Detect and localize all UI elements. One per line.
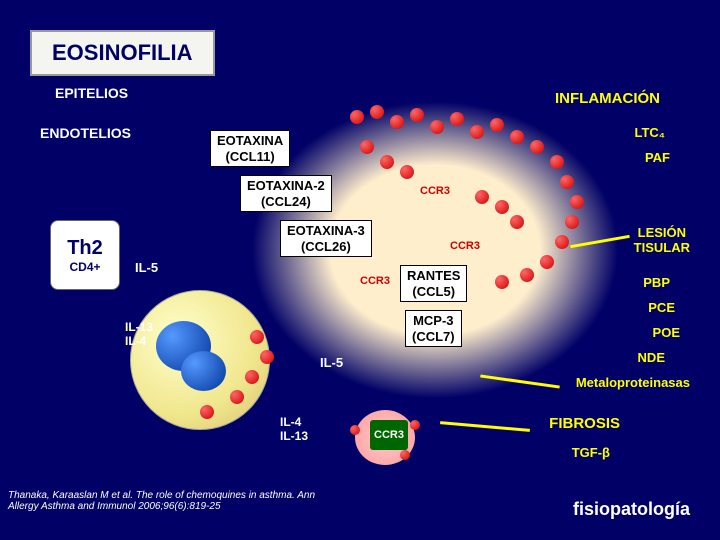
granule-icon xyxy=(250,330,264,344)
citation-text: Thanaka, Karaaslan M et al. The role of … xyxy=(8,490,328,512)
il5-label-2: IL-5 xyxy=(320,355,343,370)
ccr3-label-1: CCR3 xyxy=(360,275,390,287)
granule-icon xyxy=(260,350,274,364)
granule-icon xyxy=(230,390,244,404)
granule-icon xyxy=(400,450,410,460)
fibrosis-label: FIBROSIS xyxy=(549,415,620,432)
granule-icon xyxy=(410,420,420,430)
poe-label: POE xyxy=(653,325,680,340)
granule-icon xyxy=(350,425,360,435)
epitelios-label: EPITELIOS xyxy=(55,85,128,101)
granule-icon xyxy=(200,405,214,419)
cd4-label: CD4+ xyxy=(69,260,100,274)
il13-il4-label: IL-13 IL-4 xyxy=(125,320,153,348)
metalo-label: Metaloproteinasas xyxy=(576,375,690,390)
pbp-label: PBP xyxy=(643,275,670,290)
il5-label-1: IL-5 xyxy=(135,260,158,275)
eotaxina3-box: EOTAXINA-3 (CCL26) xyxy=(280,220,372,257)
tgfb-label: TGF-β xyxy=(572,445,610,460)
lesion-label: LESIÓN TISULAR xyxy=(634,225,690,255)
il4-il13-label: IL-4 IL-13 xyxy=(280,415,308,443)
arrow-icon xyxy=(440,421,530,432)
nucleus-2 xyxy=(181,351,226,391)
ltc4-label: LTC₄ xyxy=(634,125,665,140)
ccr3-label-2: CCR3 xyxy=(420,185,450,197)
endotelios-label: ENDOTELIOS xyxy=(40,125,131,141)
eotaxina-box: EOTAXINA (CCL11) xyxy=(210,130,290,167)
paf-label: PAF xyxy=(645,150,670,165)
ccr3-label-3: CCR3 xyxy=(450,240,480,252)
th2-label: Th2 xyxy=(67,237,103,260)
title-box: EOSINOFILIA xyxy=(30,30,215,76)
footer-label: fisiopatología xyxy=(573,499,690,520)
rantes-box: RANTES (CCL5) xyxy=(400,265,467,302)
nde-label: NDE xyxy=(638,350,665,365)
eotaxina2-box: EOTAXINA-2 (CCL24) xyxy=(240,175,332,212)
th2-cell: Th2 CD4+ xyxy=(50,220,120,290)
pce-label: PCE xyxy=(648,300,675,315)
granule-icon xyxy=(245,370,259,384)
mcp3-box: MCP-3 (CCL7) xyxy=(405,310,462,347)
ccr3-box: CCR3 xyxy=(370,420,408,450)
